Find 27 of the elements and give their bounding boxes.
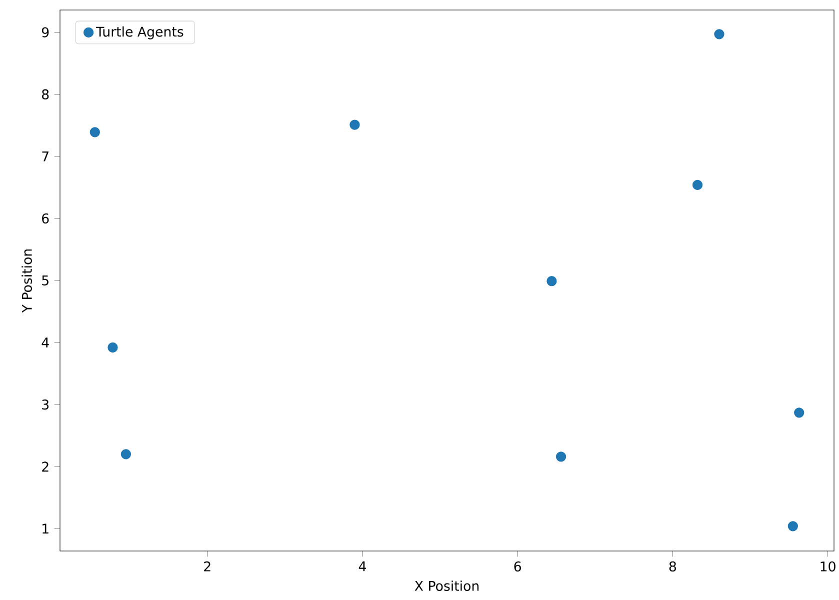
y-axis-title: Y Position xyxy=(22,249,32,313)
legend-label: Turtle Agents xyxy=(96,26,184,40)
y-tick-label: 2 xyxy=(42,462,48,472)
y-tick-label: 4 xyxy=(42,338,49,348)
y-tick-label: 9 xyxy=(42,27,49,38)
y-tick-label: 3 xyxy=(42,400,49,410)
y-tick-label: 7 xyxy=(42,152,48,162)
y-tick-label: 8 xyxy=(42,89,49,100)
point xyxy=(794,408,804,418)
x-tick-label: 8 xyxy=(669,561,676,572)
point xyxy=(120,449,131,460)
x-tick-label: 6 xyxy=(514,561,521,572)
x-axis-title: X Position xyxy=(414,580,479,591)
point xyxy=(350,120,360,130)
point xyxy=(546,276,557,286)
x-tick-label: 4 xyxy=(358,561,366,572)
point xyxy=(556,452,566,462)
y-tick-label: 1 xyxy=(42,524,48,534)
x-tick-label: 2 xyxy=(204,561,210,572)
y-tick-label: 6 xyxy=(42,213,49,224)
point xyxy=(714,29,724,40)
point xyxy=(788,521,798,532)
y-tick-label: 5 xyxy=(42,276,48,286)
point xyxy=(108,342,118,353)
x-tick-label: 10 xyxy=(820,561,836,572)
point xyxy=(692,180,703,190)
point xyxy=(90,127,100,138)
